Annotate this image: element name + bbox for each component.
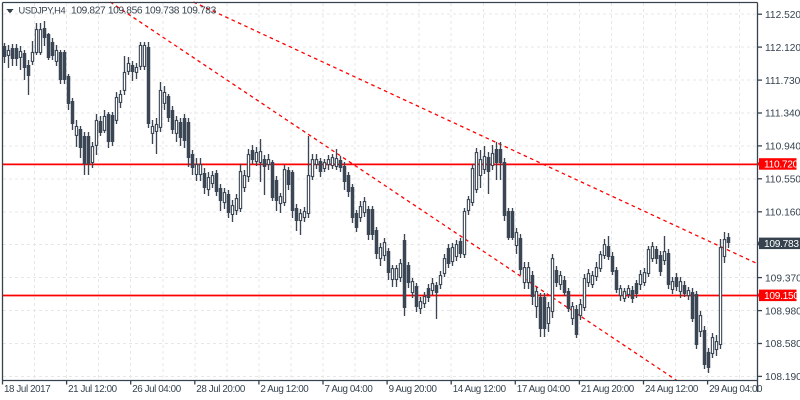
svg-text:109.370: 109.370 [765, 273, 800, 284]
svg-text:2 Aug 12:00: 2 Aug 12:00 [260, 384, 309, 395]
svg-text:112.120: 112.120 [765, 43, 800, 54]
svg-text:26 Jul 04:00: 26 Jul 04:00 [132, 384, 182, 395]
svg-text:18 Jul 2017: 18 Jul 2017 [4, 384, 50, 395]
svg-text:111.340: 111.340 [765, 109, 800, 120]
svg-text:9 Aug 20:00: 9 Aug 20:00 [389, 384, 438, 395]
svg-text:24 Aug 12:00: 24 Aug 12:00 [645, 384, 699, 395]
svg-text:21 Jul 12:00: 21 Jul 12:00 [68, 384, 118, 395]
svg-text:108.580: 108.580 [765, 339, 800, 350]
svg-text:111.730: 111.730 [765, 76, 800, 87]
svg-text:29 Aug 04:00: 29 Aug 04:00 [709, 384, 763, 395]
svg-text:USDJPY,H4: USDJPY,H4 [19, 6, 66, 16]
svg-text:7 Aug 04:00: 7 Aug 04:00 [325, 384, 374, 395]
svg-text:14 Aug 12:00: 14 Aug 12:00 [453, 384, 507, 395]
svg-text:108.190: 108.190 [765, 372, 800, 383]
svg-text:17 Aug 04:00: 17 Aug 04:00 [517, 384, 571, 395]
svg-text:110.550: 110.550 [765, 175, 800, 186]
svg-text:28 Jul 20:00: 28 Jul 20:00 [196, 384, 246, 395]
svg-text:109.783: 109.783 [764, 239, 799, 250]
svg-text:109.827 109.856 109.738 109.78: 109.827 109.856 109.738 109.783 [71, 6, 217, 17]
svg-text:110.720: 110.720 [764, 160, 799, 171]
svg-text:108.980: 108.980 [765, 306, 800, 317]
svg-text:110.940: 110.940 [765, 142, 800, 153]
svg-text:109.150: 109.150 [764, 291, 799, 302]
svg-text:21 Aug 20:00: 21 Aug 20:00 [581, 384, 635, 395]
svg-text:112.520: 112.520 [765, 10, 800, 21]
svg-text:110.160: 110.160 [765, 208, 800, 219]
